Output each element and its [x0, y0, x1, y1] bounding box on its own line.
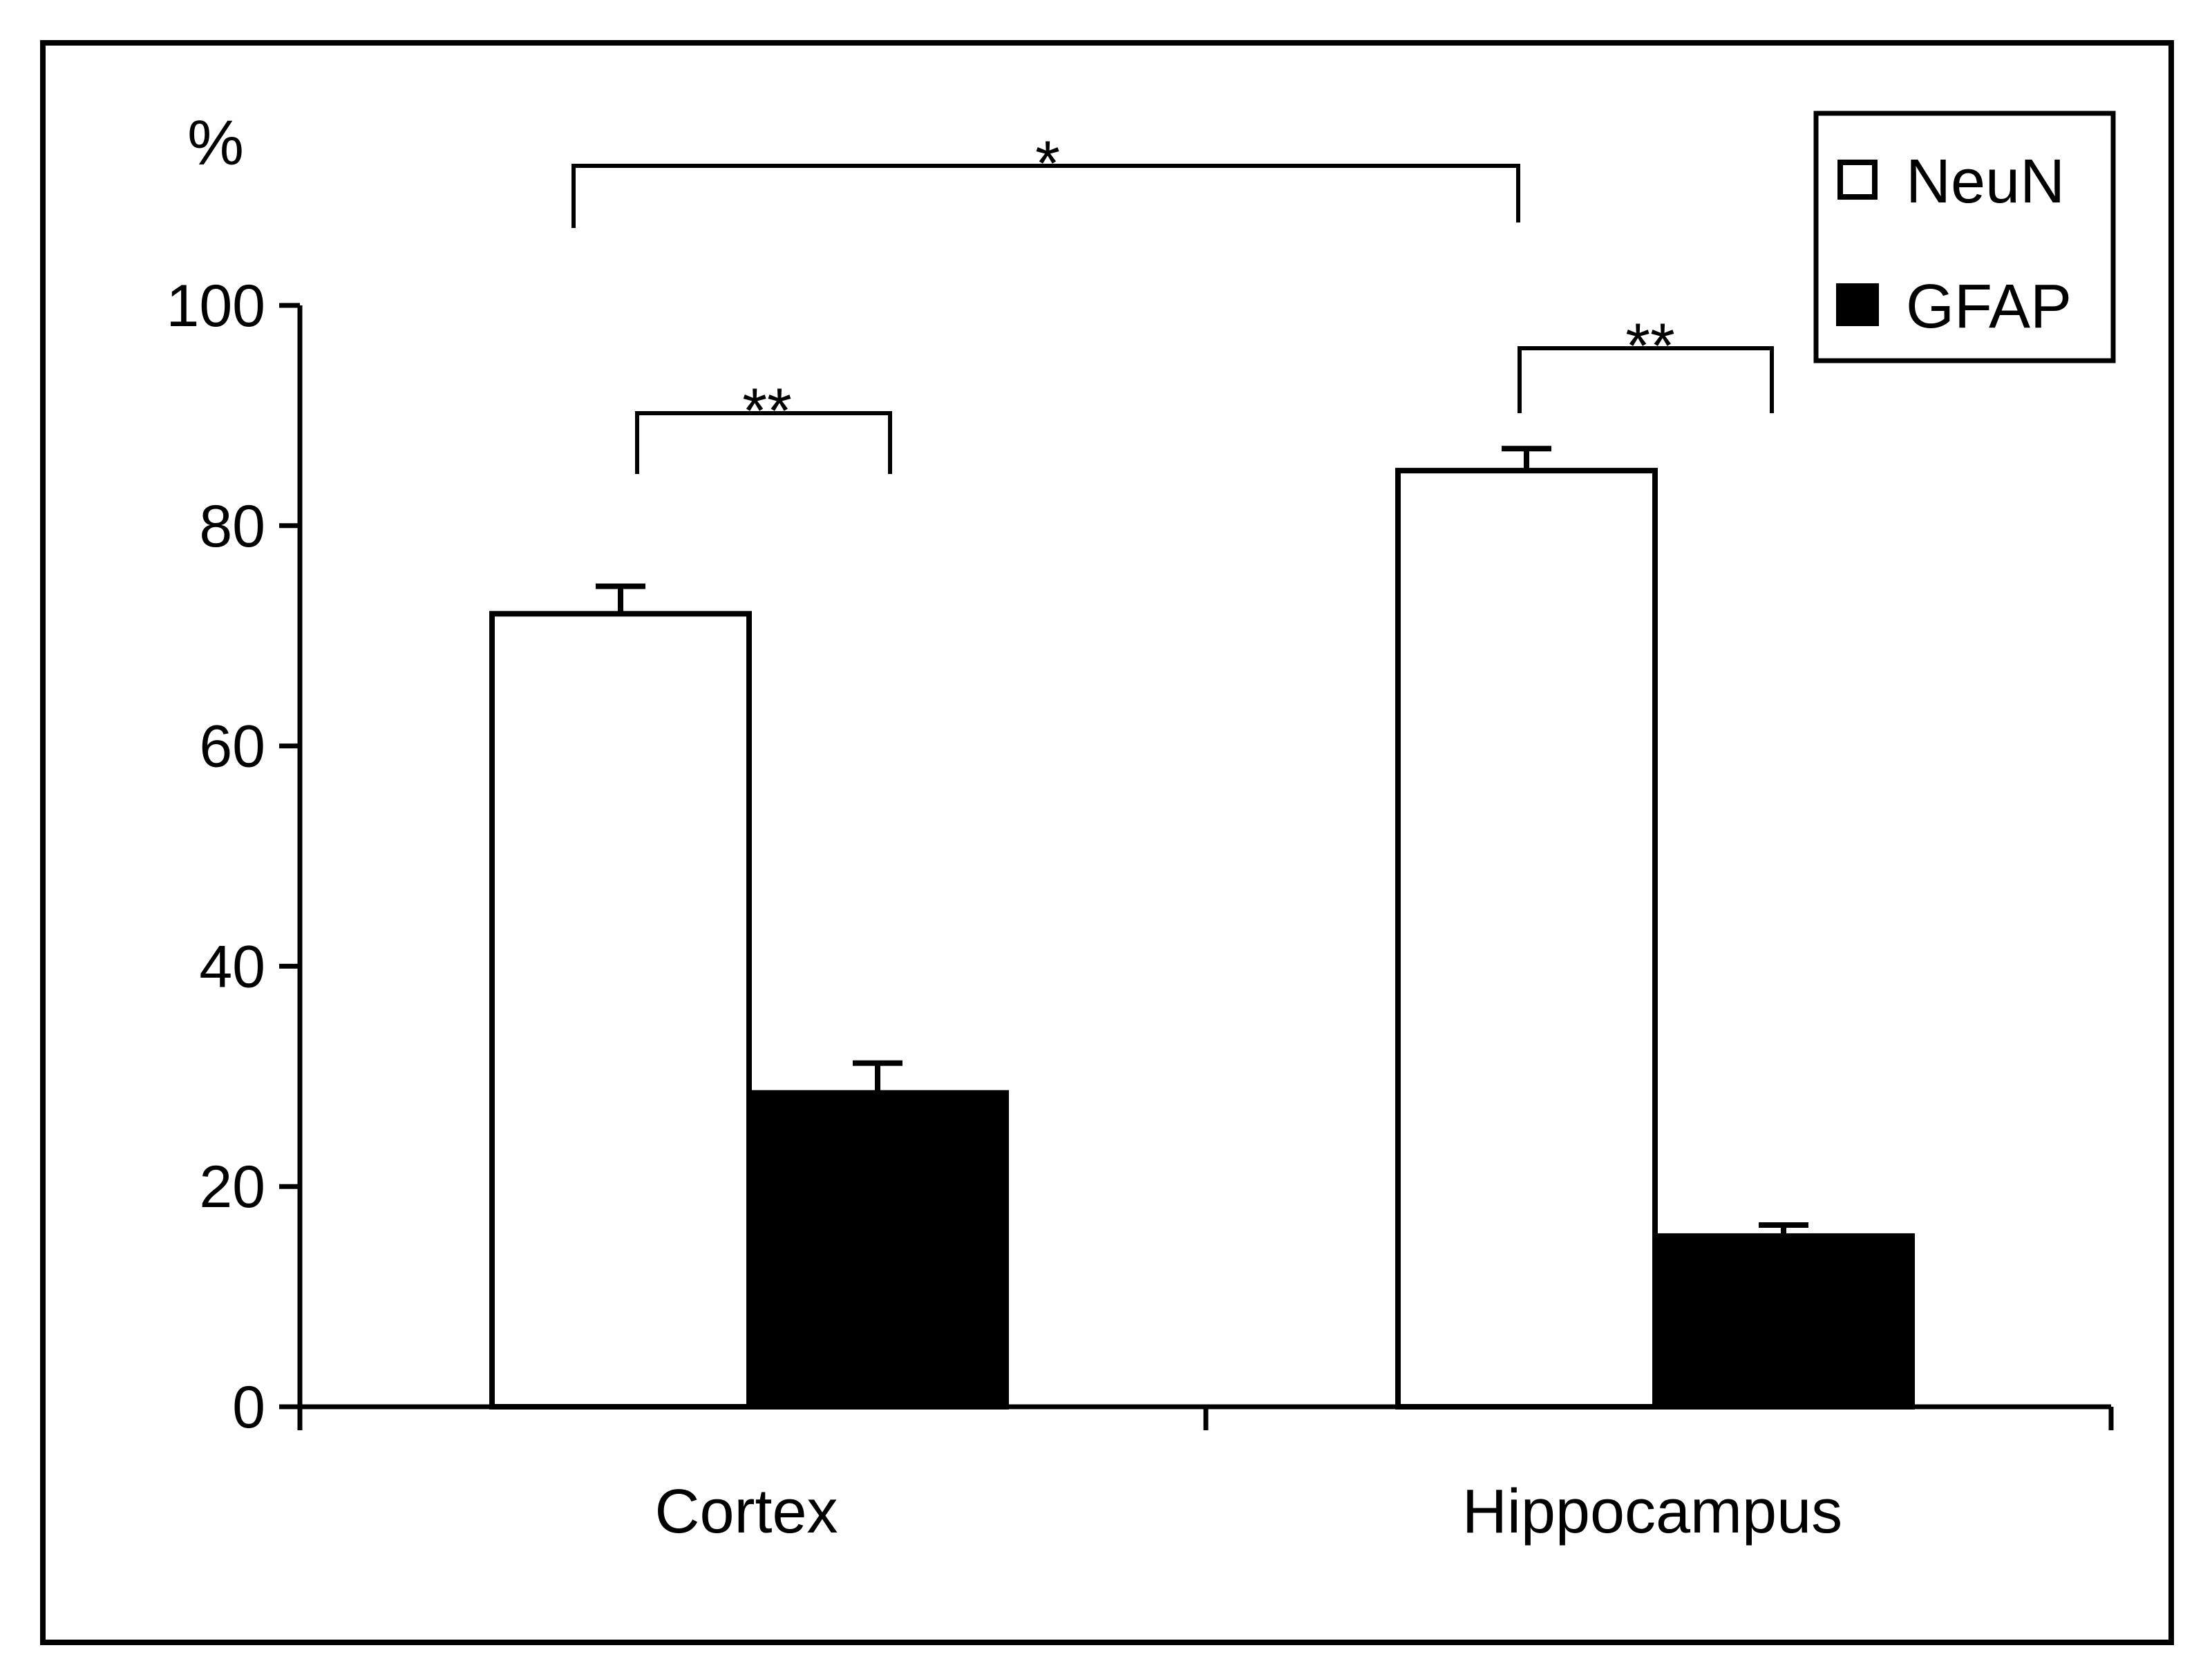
significance-bracket-overall — [571, 164, 1520, 228]
bar-gfap-cortex — [746, 1090, 1009, 1410]
legend-swatch-gfap — [1836, 283, 1879, 326]
bar-gfap-hippocampus — [1652, 1233, 1915, 1410]
plot-area — [279, 164, 2114, 1430]
x-category-label-cortex: Cortex — [654, 1477, 838, 1546]
x-category-label-hippocampus: Hippocampus — [1462, 1477, 1842, 1546]
significance-label-cortex: ** — [742, 376, 792, 446]
y-tick-label: 40 — [199, 933, 265, 1000]
significance-labels: * ** ** — [742, 129, 1675, 446]
y-axis-label: % — [187, 108, 244, 178]
bar-neun-hippocampus — [1395, 468, 1658, 1410]
bar-neun-cortex — [489, 611, 752, 1410]
legend-label-neun: NeuN — [1906, 147, 2065, 216]
legend-label-gfap: GFAP — [1906, 272, 2072, 341]
legend-swatch-neun — [1837, 160, 1878, 200]
significance-bracket-cortex — [635, 411, 892, 474]
legend: NeuN GFAP — [1813, 111, 2116, 363]
y-tick-labels: 0 20 40 60 80 100 — [167, 273, 266, 1441]
y-tick-label: 20 — [199, 1154, 265, 1220]
significance-bracket-hippocampus — [1518, 346, 1774, 413]
y-tick-label: 100 — [167, 273, 266, 339]
y-tick-label: 0 — [232, 1374, 265, 1441]
significance-label-overall: * — [1035, 129, 1060, 199]
y-tick-label: 60 — [199, 714, 265, 780]
y-tick-label: 80 — [199, 493, 265, 560]
significance-label-hippocampus: ** — [1625, 311, 1675, 381]
x-category-labels: Cortex Hippocampus — [654, 1477, 1842, 1546]
